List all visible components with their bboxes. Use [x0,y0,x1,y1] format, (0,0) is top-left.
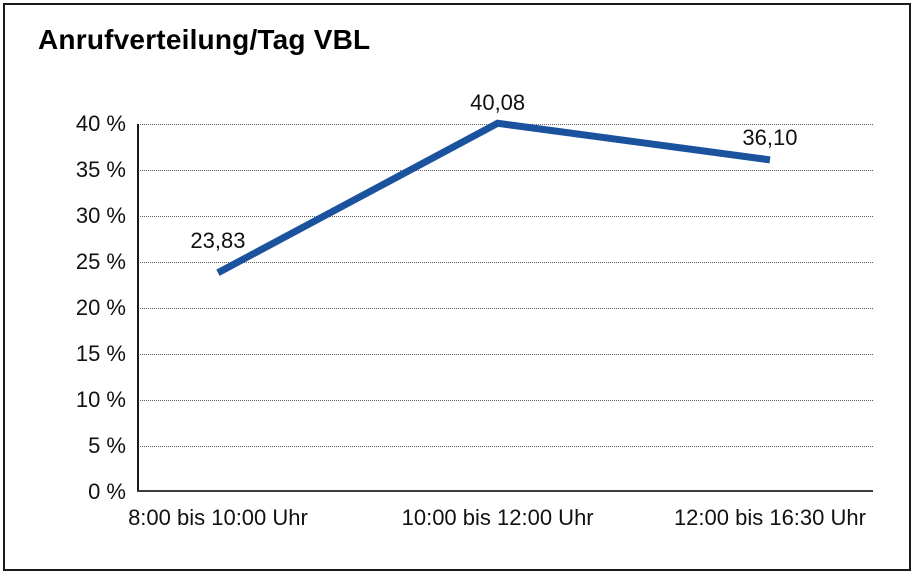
data-label: 23,83 [190,227,246,253]
x-tick-label: 12:00 bis 16:30 Uhr [673,505,866,530]
y-tick-label: 35 % [75,157,126,182]
y-tick-label: 0 % [88,479,126,504]
x-tick-label: 8:00 bis 10:00 Uhr [128,505,308,530]
x-axis-line [137,490,873,492]
data-label: 36,10 [742,124,798,150]
y-tick-label: 25 % [75,249,126,274]
y-tick-label: 10 % [75,387,126,412]
gridline [137,216,873,217]
y-tick-label: 15 % [75,341,126,366]
series-svg [216,119,771,276]
gridline [137,354,873,355]
y-axis-line [137,124,139,492]
data-label: 40,08 [470,90,526,116]
gridline [137,308,873,309]
gridline [137,170,873,171]
gridline [137,262,873,263]
y-tick-label: 5 % [88,433,126,458]
chart-title: Anrufverteilung/Tag VBL [38,24,371,55]
gridline [137,400,873,401]
plot-area [137,119,873,492]
series-line [216,119,771,276]
gridline [137,446,873,447]
y-tick-label: 40 % [75,111,126,136]
x-tick-label: 10:00 bis 12:00 Uhr [401,505,594,530]
chart-frame [3,3,911,571]
y-tick-label: 20 % [75,295,126,320]
y-tick-label: 30 % [75,203,126,228]
